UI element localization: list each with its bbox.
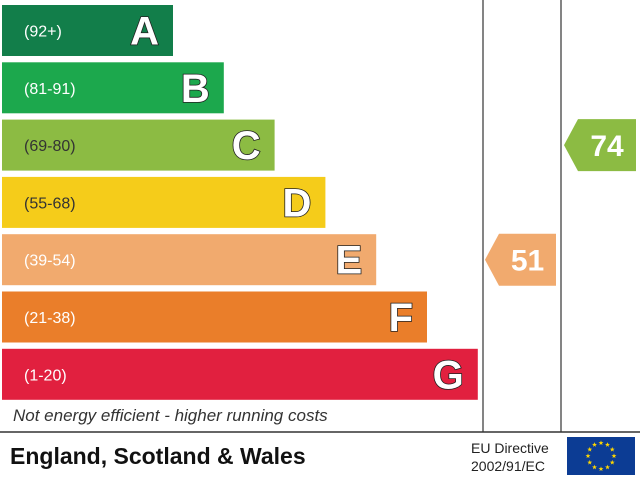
current-rating-marker: 51 (485, 233, 556, 286)
band-range-label: (21-38) (24, 310, 76, 327)
band-bar-e (2, 234, 377, 286)
region-label: England, Scotland & Wales (10, 443, 306, 469)
band-range-label: (69-80) (24, 138, 76, 155)
eu-flag-star-icon (592, 442, 597, 447)
bottom-note: Not energy efficient - higher running co… (13, 406, 328, 425)
band-grade-letter: D (283, 181, 312, 225)
band-group: (92+) A (81-91) B (69-80) C (55-68) D (39-54) E (2… (2, 5, 478, 400)
band-grade-letter: E (336, 239, 363, 283)
band-a: (92+) A (2, 5, 173, 56)
eu-flag-star-icon (598, 466, 604, 472)
eu-flag-star-icon (609, 459, 615, 465)
potential-rating-arrow (564, 119, 636, 172)
eu-flag-icon (567, 437, 635, 475)
band-f: (21-38) F (2, 291, 427, 343)
band-bar-b (2, 62, 224, 114)
eu-flag-star-icon (605, 442, 610, 447)
band-range-label: (39-54) (24, 253, 76, 270)
band-c: (69-80) C (2, 119, 275, 171)
eu-flag-star-icon (605, 464, 610, 470)
band-bar-g (2, 348, 478, 400)
eu-directive-line2: 2002/91/EC (471, 458, 545, 474)
band-grade-letter: C (232, 124, 261, 168)
potential-rating-value: 74 (590, 130, 624, 163)
eu-directive-line1: EU Directive (471, 440, 549, 456)
band-grade-letter: G (433, 353, 464, 397)
band-d: (55-68) D (2, 176, 326, 228)
band-g: (1-20) G (2, 348, 478, 400)
band-grade-letter: A (130, 10, 159, 54)
band-bar-c (2, 119, 275, 171)
eu-flag-star-icon (592, 464, 597, 470)
band-bar-a (2, 5, 173, 56)
eu-flag-star-icon (585, 453, 591, 459)
band-range-label: (1-20) (24, 367, 67, 384)
band-b: (81-91) B (2, 62, 224, 114)
band-grade-letter: F (389, 296, 413, 340)
band-grade-letter: B (181, 67, 210, 111)
band-range-label: (81-91) (24, 81, 76, 98)
band-range-label: (92+) (24, 24, 62, 41)
rating-group: 51 74 (485, 119, 636, 286)
eu-flag-star-icon (598, 440, 604, 446)
eu-flag-star-icon (609, 446, 615, 452)
eu-flag-star-icon (587, 446, 593, 452)
potential-rating-marker: 74 (564, 119, 636, 172)
current-rating-value: 51 (511, 245, 544, 278)
band-bar-d (2, 176, 326, 228)
current-rating-arrow (485, 233, 556, 286)
band-bar-f (2, 291, 427, 343)
eu-flag-star-icon (611, 453, 617, 459)
eu-flag-star-icon (587, 459, 593, 465)
band-e: (39-54) E (2, 234, 377, 286)
band-range-label: (55-68) (24, 195, 76, 212)
